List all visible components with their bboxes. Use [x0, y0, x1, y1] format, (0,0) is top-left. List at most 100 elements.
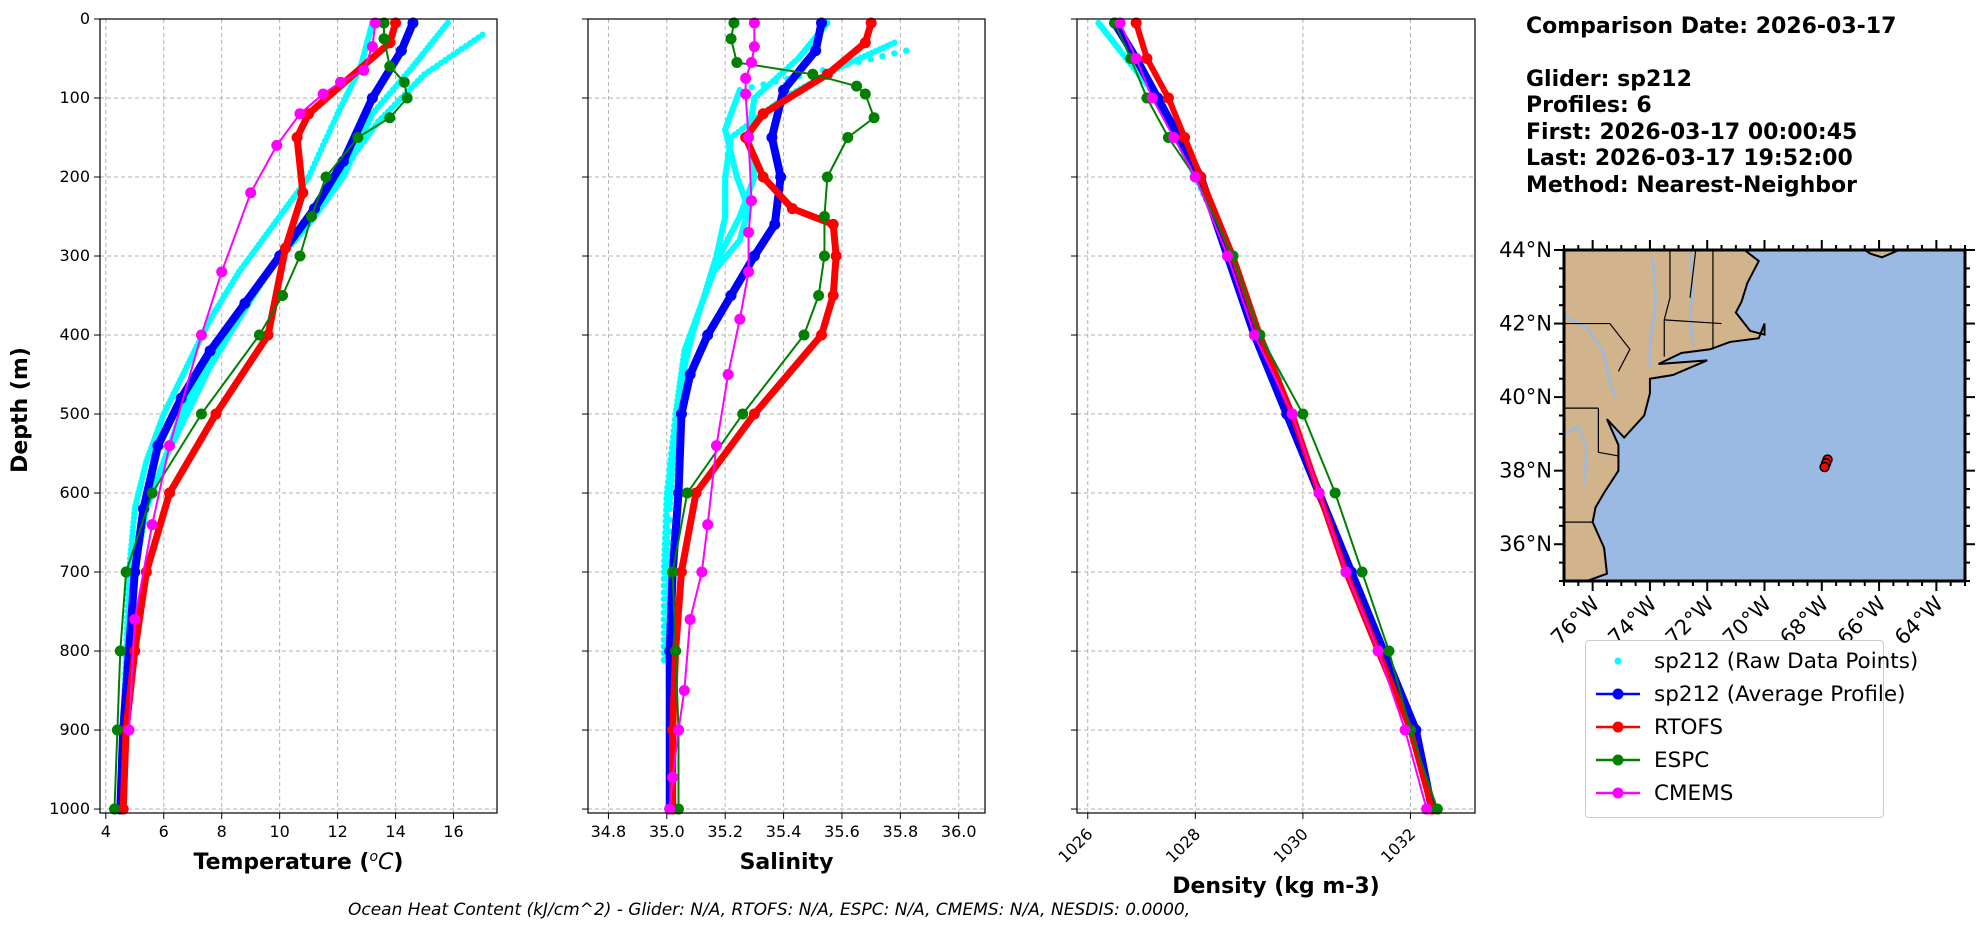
series-point-sp212-average-profile [239, 297, 251, 309]
raw-data-point [867, 55, 874, 63]
series-point-espc [384, 60, 396, 72]
series-point-espc [378, 33, 390, 45]
series-point-cmems [245, 187, 257, 199]
series-point-cmems [358, 64, 370, 76]
series-point-sp212-average-profile [816, 17, 828, 29]
series-point-rtofs [827, 290, 839, 302]
raw-data-point [667, 494, 674, 501]
series-point-cmems [1248, 329, 1260, 341]
raw-data-point [760, 81, 767, 88]
series-point-cmems [129, 613, 141, 625]
x-tick-label: 34.8 [591, 822, 627, 841]
series-point-espc [398, 76, 410, 88]
series-point-espc [851, 80, 863, 92]
legend-swatch-cmems [1594, 778, 1642, 808]
series-point-rtofs [816, 329, 828, 341]
legend-item-avg: sp212 (Average Profile) [1594, 679, 1905, 709]
series-point-rtofs [129, 645, 141, 657]
legend-marker [1612, 721, 1624, 733]
raw-data-point [661, 546, 668, 553]
map-lat-label: 38°N [1499, 459, 1552, 483]
series-point-espc [352, 132, 364, 144]
series-point-espc [146, 487, 158, 499]
series-point-cmems [1189, 171, 1201, 183]
series-point-rtofs [690, 487, 702, 499]
series-point-rtofs [757, 108, 769, 120]
series-point-espc [114, 645, 126, 657]
map-lat-label: 36°N [1499, 532, 1552, 556]
y-tick-label: 900 [59, 720, 90, 739]
series-point-cmems [123, 724, 135, 736]
series-point-cmems [366, 41, 378, 53]
raw-data-point [660, 623, 668, 630]
panel-density: 1026 1028 1030 1032 Density (kg m-3) [1054, 17, 1476, 899]
series-point-cmems [743, 132, 755, 144]
series-point-espc [681, 487, 693, 499]
series-point-cmems [748, 17, 760, 29]
raw-data-point [661, 557, 668, 564]
series-point-rtofs [827, 218, 839, 230]
raw-data-point [669, 471, 676, 479]
series-point-espc [842, 132, 854, 144]
series-point-rtofs [1130, 17, 1142, 29]
raw-data-point [855, 58, 862, 66]
series-point-sp212-average-profile [748, 250, 760, 262]
series-point-cmems [745, 56, 757, 68]
raw-data-point [748, 84, 755, 91]
x-axis-label: Density (kg m-3) [1172, 874, 1380, 899]
series-point-cmems [369, 17, 381, 29]
series-point-cmems [745, 195, 757, 207]
series-point-espc [401, 92, 413, 104]
panel-salinity: 34.8 35.0 35.2 35.4 35.6 35.8 36.0 Salinity [582, 17, 986, 875]
map-river [1648, 257, 1657, 368]
series-point-espc [111, 724, 123, 736]
series-point-sp212-average-profile [129, 566, 141, 578]
glider-position-marker [1819, 461, 1830, 473]
series-point-sp212-average-profile [407, 17, 419, 29]
map-river [1688, 249, 1695, 346]
series-point-sp212-average-profile [366, 92, 378, 104]
series-point-espc [725, 33, 737, 45]
x-tick-label: 4 [101, 822, 111, 841]
panel-temperature: 4 6 8 10 12 14 16 0 100 200 300 400 500 600 700 800 900 1… [49, 9, 498, 875]
series-point-cmems [678, 685, 690, 697]
legend: sp212 (Raw Data Points) sp212 (Average P… [1585, 640, 1918, 818]
series-point-sp212-average-profile [769, 218, 781, 230]
series-point-rtofs [291, 132, 303, 144]
series-point-espc [277, 290, 289, 302]
series-point-espc [728, 17, 740, 29]
depth-axis-label: Depth (m) [8, 347, 33, 473]
map-state-border [1689, 249, 1697, 298]
series-point-espc [670, 645, 682, 657]
map-lat-label: 42°N [1499, 312, 1552, 336]
series-point-sp212-average-profile [672, 487, 684, 499]
legend-swatch-avg [1594, 679, 1642, 709]
series-point-rtofs [297, 187, 309, 199]
series-point-sp212-average-profile [725, 290, 737, 302]
x-tick-label: 14 [385, 822, 405, 841]
x-axis-label: Temperature (oC) [194, 849, 404, 875]
series-point-rtofs [303, 108, 315, 120]
ocean-heat-content-footer: Ocean Heat Content (kJ/cm^2) - Glider: N… [348, 900, 1191, 920]
map-lon-label: 64°W [1890, 591, 1948, 649]
series-point-rtofs [1179, 132, 1191, 144]
series-point-rtofs [830, 250, 842, 262]
series-point-cmems [216, 266, 228, 278]
series-point-sp212-average-profile [204, 345, 216, 357]
series-point-cmems [684, 613, 696, 625]
raw-data-point [660, 589, 668, 596]
plot-area [588, 19, 985, 813]
series-point-espc [1297, 408, 1309, 420]
series-point-cmems [195, 329, 207, 341]
series-point-espc [1431, 803, 1443, 815]
series-point-espc [1356, 566, 1368, 578]
method: Method: Nearest-Neighbor [1526, 172, 1857, 198]
series-point-cmems [294, 108, 306, 120]
series-point-sp212-average-profile [778, 84, 790, 96]
series-point-rtofs [390, 17, 402, 29]
series-point-espc [253, 329, 265, 341]
raw-data-point [660, 602, 668, 610]
x-tick-label: 35.8 [883, 822, 919, 841]
series-point-cmems [722, 369, 734, 381]
